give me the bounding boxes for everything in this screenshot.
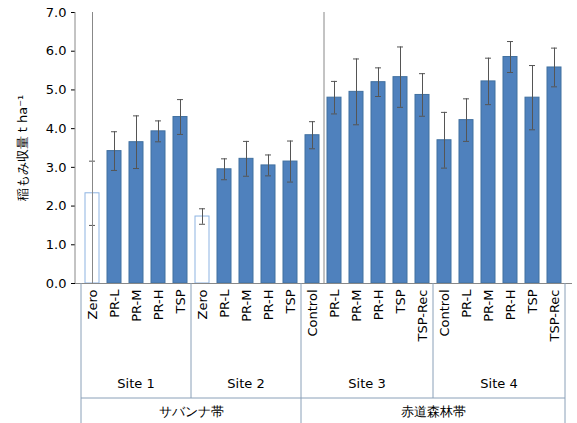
svg-text:TSP-Rec: TSP-Rec [547, 290, 562, 343]
svg-text:TSP: TSP [525, 289, 540, 314]
svg-text:PR-L: PR-L [459, 289, 474, 318]
svg-text:PR-M: PR-M [481, 290, 496, 322]
svg-text:Site 3: Site 3 [348, 376, 385, 391]
svg-text:PR-L: PR-L [327, 289, 342, 318]
svg-text:PR-M: PR-M [239, 290, 254, 322]
svg-text:6.0: 6.0 [46, 43, 67, 58]
svg-text:3.0: 3.0 [46, 160, 67, 175]
svg-text:サバンナ帯: サバンナ帯 [159, 404, 224, 419]
svg-text:Site 4: Site 4 [480, 376, 517, 391]
svg-text:Zero: Zero [195, 289, 210, 319]
svg-text:TSP: TSP [393, 289, 408, 314]
svg-text:TSP: TSP [283, 289, 298, 314]
svg-text:PR-M: PR-M [349, 290, 364, 322]
svg-text:Control: Control [305, 290, 320, 337]
svg-text:稲もみ収量 t ha⁻¹: 稲もみ収量 t ha⁻¹ [15, 95, 30, 202]
svg-text:PR-H: PR-H [371, 290, 386, 321]
svg-text:Site 1: Site 1 [117, 376, 154, 391]
svg-text:PR-H: PR-H [261, 290, 276, 321]
svg-text:0.0: 0.0 [46, 276, 67, 291]
svg-text:Zero: Zero [85, 289, 100, 319]
svg-text:Control: Control [437, 290, 452, 337]
svg-text:Site 2: Site 2 [227, 376, 264, 391]
svg-text:4.0: 4.0 [46, 121, 67, 136]
svg-text:赤道森林帯: 赤道森林帯 [401, 404, 466, 419]
svg-text:PR-L: PR-L [217, 289, 232, 318]
svg-text:1.0: 1.0 [46, 237, 67, 252]
svg-text:TSP-Rec: TSP-Rec [415, 290, 430, 343]
svg-text:7.0: 7.0 [46, 5, 67, 20]
svg-text:PR-H: PR-H [503, 290, 518, 321]
svg-text:5.0: 5.0 [46, 82, 67, 97]
svg-text:PR-L: PR-L [107, 289, 122, 318]
svg-text:PR-H: PR-H [151, 290, 166, 321]
svg-text:TSP: TSP [173, 289, 188, 314]
svg-text:2.0: 2.0 [46, 198, 67, 213]
svg-text:PR-M: PR-M [129, 290, 144, 322]
